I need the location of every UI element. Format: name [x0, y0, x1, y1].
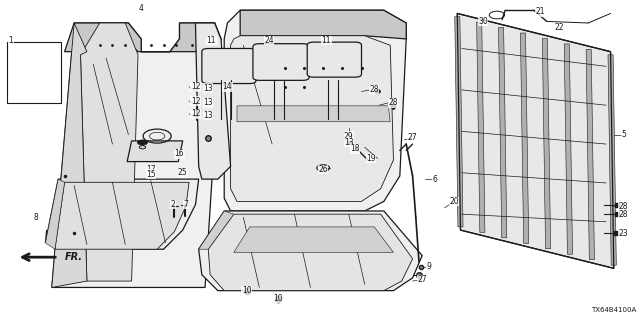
Polygon shape	[586, 49, 595, 260]
Polygon shape	[52, 23, 87, 287]
Text: 29: 29	[344, 132, 353, 140]
Text: 6: 6	[433, 175, 437, 184]
FancyBboxPatch shape	[202, 49, 256, 84]
Text: 18: 18	[350, 144, 360, 153]
Polygon shape	[542, 38, 550, 249]
FancyBboxPatch shape	[253, 44, 309, 80]
Polygon shape	[7, 42, 61, 103]
Polygon shape	[55, 182, 189, 249]
Text: 12: 12	[191, 97, 200, 106]
Polygon shape	[45, 179, 198, 249]
Polygon shape	[237, 106, 390, 122]
Polygon shape	[240, 10, 406, 39]
Text: 27: 27	[408, 133, 417, 142]
Text: 17: 17	[146, 165, 156, 174]
Polygon shape	[499, 28, 507, 238]
Polygon shape	[608, 55, 616, 265]
Text: 28: 28	[369, 85, 379, 94]
Text: 1: 1	[8, 36, 13, 45]
Polygon shape	[520, 33, 529, 243]
Polygon shape	[45, 179, 65, 249]
FancyBboxPatch shape	[307, 42, 362, 77]
Text: 19: 19	[366, 154, 376, 163]
Text: 23: 23	[618, 229, 628, 238]
Polygon shape	[195, 23, 230, 179]
Polygon shape	[458, 13, 614, 268]
Text: 2: 2	[171, 200, 175, 209]
Text: 15: 15	[146, 170, 156, 179]
Text: 28: 28	[619, 210, 628, 219]
Polygon shape	[198, 211, 422, 291]
Circle shape	[138, 140, 148, 145]
Polygon shape	[198, 211, 234, 249]
Text: 13: 13	[204, 84, 213, 93]
Polygon shape	[127, 141, 182, 162]
Text: 28: 28	[388, 98, 398, 107]
Text: 8: 8	[33, 213, 38, 222]
Text: 13: 13	[344, 138, 353, 147]
Text: 11: 11	[322, 36, 331, 45]
Polygon shape	[81, 23, 138, 281]
Polygon shape	[52, 23, 221, 287]
Text: 26: 26	[318, 165, 328, 174]
Text: FR.: FR.	[65, 252, 83, 262]
Polygon shape	[208, 214, 413, 291]
Text: 27: 27	[417, 275, 427, 284]
Text: 28: 28	[619, 202, 628, 211]
Polygon shape	[564, 44, 573, 254]
Polygon shape	[234, 227, 394, 252]
Text: 20: 20	[449, 197, 459, 206]
Polygon shape	[230, 36, 394, 201]
Text: 7: 7	[184, 200, 188, 209]
Text: 9: 9	[426, 262, 431, 271]
Text: 30: 30	[478, 17, 488, 26]
Text: 11: 11	[207, 36, 216, 45]
Polygon shape	[65, 23, 221, 52]
Text: 10: 10	[274, 294, 284, 303]
Text: 21: 21	[536, 7, 545, 16]
Text: 13: 13	[204, 111, 213, 120]
Text: 16: 16	[175, 149, 184, 158]
Text: 13: 13	[204, 98, 213, 107]
Text: 4: 4	[139, 4, 143, 13]
Text: 14: 14	[223, 82, 232, 91]
Text: 10: 10	[242, 286, 252, 295]
Text: 25: 25	[178, 168, 188, 177]
Polygon shape	[224, 10, 406, 211]
Text: 22: 22	[555, 23, 564, 32]
Text: 12: 12	[191, 109, 200, 118]
Text: TX64B4100A: TX64B4100A	[591, 307, 636, 313]
Polygon shape	[477, 22, 485, 232]
Polygon shape	[455, 17, 463, 227]
Text: 5: 5	[621, 130, 626, 139]
Text: 24: 24	[264, 36, 274, 45]
Text: 12: 12	[191, 82, 200, 91]
